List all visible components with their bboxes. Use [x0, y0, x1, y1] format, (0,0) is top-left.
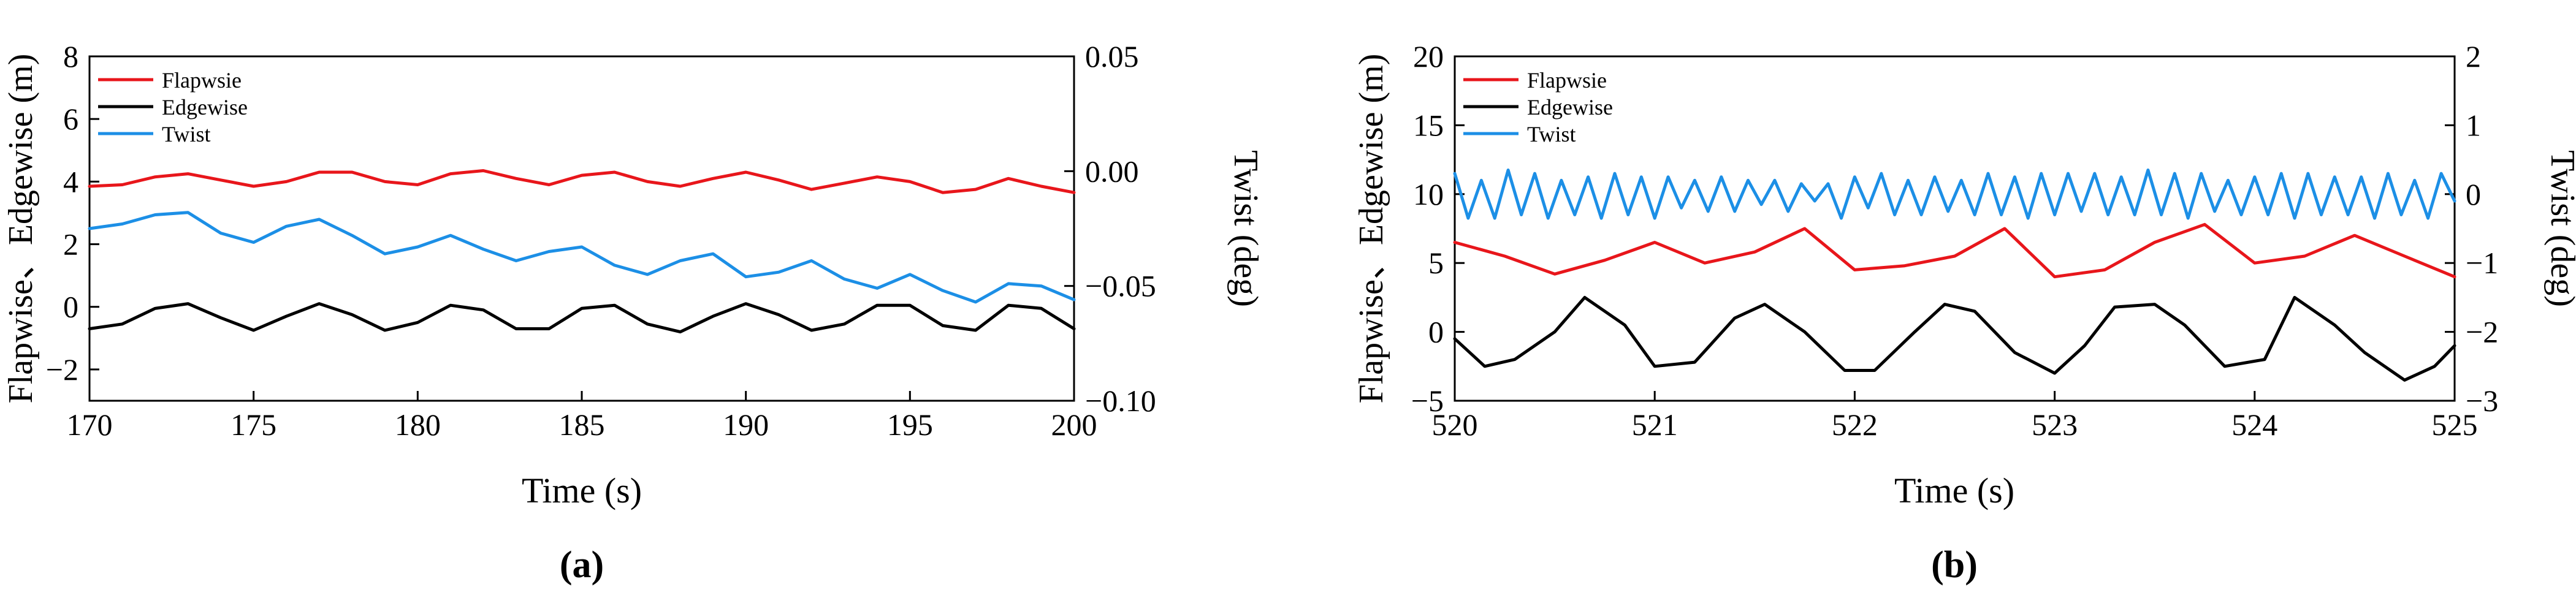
- left-tick-label: −5: [1411, 384, 1444, 418]
- right-axis-label-b: Twist (deg): [2544, 150, 2576, 307]
- legend-label-flapwsie: Flapwsie: [162, 68, 242, 93]
- left-tick-label: 10: [1413, 177, 1444, 211]
- right-tick-label: 0.00: [1085, 154, 1139, 188]
- right-tick-label: −0.10: [1085, 384, 1156, 418]
- x-tick-label: 195: [887, 407, 933, 442]
- right-tick-label: 2: [2466, 39, 2481, 74]
- x-axis-ticks-b: 520 521 522 523 524 525: [1432, 391, 2478, 442]
- right-tick-label: −0.05: [1085, 269, 1156, 303]
- left-tick-label: 0: [63, 290, 78, 324]
- left-tick-label: 2: [63, 227, 78, 262]
- x-tick-label: 180: [395, 407, 441, 442]
- right-axis-ticks-b: −3 −2 −1 0 1 2: [2445, 39, 2498, 418]
- right-tick-label: −3: [2466, 384, 2498, 418]
- series-line-flapwsie: [88, 169, 1076, 194]
- right-tick-label: −2: [2466, 315, 2498, 349]
- left-tick-label: 20: [1413, 39, 1444, 74]
- x-tick-label: 523: [2032, 407, 2078, 442]
- series-line-twist: [1453, 169, 2456, 220]
- legend-label-edgewise: Edgewise: [1527, 95, 1613, 119]
- legend-label-twist: Twist: [162, 122, 211, 146]
- x-tick-label: 190: [723, 407, 769, 442]
- right-axis-ticks-a: −0.10 −0.05 0.00 0.05: [1064, 39, 1156, 418]
- legend-label-edgewise: Edgewise: [162, 95, 248, 119]
- left-tick-label: 6: [63, 102, 78, 136]
- x-tick-label: 185: [559, 407, 605, 442]
- plot-frame-b: [1454, 55, 2456, 402]
- panel-label-b: (b): [1931, 544, 1978, 586]
- left-tick-label: 4: [63, 164, 78, 199]
- legend-label-twist: Twist: [1527, 122, 1576, 146]
- series-group-b: [1453, 169, 2456, 382]
- left-tick-label: 15: [1413, 108, 1444, 142]
- x-tick-label: 521: [1632, 407, 1678, 442]
- series-line-edgewise: [88, 302, 1076, 334]
- legend-label-flapwsie: Flapwsie: [1527, 68, 1607, 93]
- x-tick-label: 170: [67, 407, 113, 442]
- x-tick-label: 175: [231, 407, 276, 442]
- x-tick-label: 200: [1051, 407, 1097, 442]
- left-tick-label: 5: [1428, 246, 1444, 280]
- left-axis-ticks-b: −5 0 5 10 15 20: [1411, 39, 1465, 418]
- series-group-a: [88, 169, 1076, 334]
- x-tick-label: 522: [1832, 407, 1878, 442]
- right-tick-label: 0: [2466, 177, 2481, 211]
- right-tick-label: 0.05: [1085, 39, 1139, 74]
- left-axis-label-b: Flapwise、Edgewise (m): [1352, 54, 1390, 404]
- series-line-twist: [88, 211, 1076, 304]
- series-line-edgewise: [1453, 295, 2456, 382]
- left-tick-label: 0: [1428, 315, 1444, 349]
- x-tick-label: 525: [2432, 407, 2478, 442]
- panel-label-a: (a): [560, 544, 604, 586]
- left-tick-label: −2: [46, 352, 78, 387]
- chart-panel-a: 170 175 180 185 190 195 200 −2 0 2 4 6 8 −0.10 −0.05…: [2, 39, 1265, 586]
- x-axis-label-b: Time (s): [1894, 471, 2014, 510]
- x-axis-label-a: Time (s): [522, 471, 642, 510]
- left-axis-ticks-a: −2 0 2 4 6 8: [46, 39, 99, 387]
- right-axis-label-a: Twist (deg): [1227, 150, 1265, 307]
- x-tick-label: 524: [2231, 407, 2277, 442]
- left-axis-label-a: Flapwise、Edgewise (m): [2, 54, 40, 404]
- left-tick-label: 8: [63, 39, 78, 74]
- series-line-flapwsie: [1453, 222, 2456, 279]
- x-axis-ticks-a: 170 175 180 185 190 195 200: [67, 391, 1097, 442]
- right-tick-label: 1: [2466, 108, 2481, 142]
- right-tick-label: −1: [2466, 246, 2498, 280]
- x-tick-label: 520: [1432, 407, 1478, 442]
